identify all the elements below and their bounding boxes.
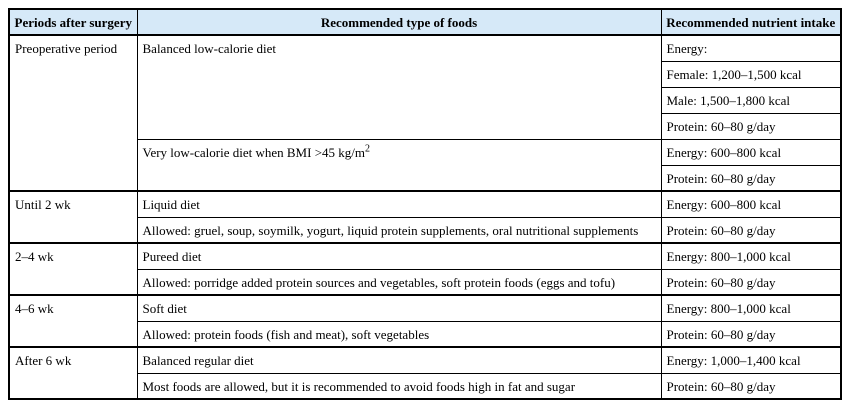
nutrient-cell: Male: 1,500–1,800 kcal (660, 86, 842, 114)
nutrient-cell: Energy: (660, 34, 842, 62)
nutrient-cell: Energy: 600–800 kcal (660, 138, 842, 166)
nutrient-cell: Energy: 1,000–1,400 kcal (660, 346, 842, 374)
table-row: After 6 wk Balanced regular diet Energy:… (8, 346, 842, 400)
period-cell: 2–4 wk (8, 242, 138, 296)
table-row: Protein: 60–80 g/day (9, 164, 842, 192)
nutrient-cell: Energy: 800–1,000 kcal (660, 242, 842, 270)
food-cell: Balanced regular diet (136, 346, 662, 374)
table-row: Until 2 wk Liquid diet Energy: 600–800 k… (8, 190, 842, 244)
food-cell: Liquid diet (136, 190, 662, 218)
table-row: Very low-calorie diet when BMI >45 kg/m2… (9, 138, 842, 192)
table-row: Allowed: porridge added protein sources … (9, 268, 842, 296)
header-cell-foods: Recommended type of foods (136, 8, 662, 36)
food-cell: Allowed: gruel, soup, soymilk, yogurt, l… (136, 216, 662, 244)
period-cell: Until 2 wk (8, 190, 138, 244)
nutrient-cell: Female: 1,200–1,500 kcal (660, 60, 842, 88)
table-body: Preoperative period Balanced low-calorie… (8, 34, 842, 400)
food-superscript: 2 (365, 143, 371, 155)
period-cell: Preoperative period (8, 34, 138, 192)
food-text: Very low-calorie diet when BMI >45 kg/m (142, 144, 366, 160)
table-row: Allowed: gruel, soup, soymilk, yogurt, l… (9, 216, 842, 244)
nutrient-cell: Protein: 60–80 g/day (660, 164, 842, 192)
table-row: Preoperative period Balanced low-calorie… (8, 34, 842, 192)
header-cell-nutrients: Recommended nutrient intake (660, 8, 842, 36)
food-cell: Pureed diet (136, 242, 662, 270)
food-cell: Very low-calorie diet when BMI >45 kg/m2 (136, 138, 662, 192)
nutrient-cell: Protein: 60–80 g/day (660, 216, 842, 244)
food-cell: Allowed: porridge added protein sources … (136, 268, 662, 296)
header-row: Periods after surgery Recommended type o… (8, 8, 842, 36)
header-cell-periods: Periods after surgery (8, 8, 138, 36)
table-row: Female: 1,200–1,500 kcal (9, 60, 842, 88)
table-row: Male: 1,500–1,800 kcal (9, 86, 842, 114)
table-row: Most foods are allowed, but it is recomm… (9, 372, 842, 400)
nutrient-cell: Energy: 800–1,000 kcal (660, 294, 842, 322)
nutrient-cell: Energy: 600–800 kcal (660, 190, 842, 218)
food-cell: Most foods are allowed, but it is recomm… (136, 372, 662, 400)
post-surgery-diet-table: Periods after surgery Recommended type o… (8, 8, 842, 400)
nutrient-cell: Protein: 60–80 g/day (660, 268, 842, 296)
food-cell: Soft diet (136, 294, 662, 322)
nutrient-cell: Protein: 60–80 g/day (660, 372, 842, 400)
food-cell: Allowed: protein foods (fish and meat), … (136, 320, 662, 348)
table-header: Periods after surgery Recommended type o… (8, 8, 842, 36)
table-row: 2–4 wk Pureed diet Energy: 800–1,000 kca… (8, 242, 842, 296)
period-cell: 4–6 wk (8, 294, 138, 348)
nutrient-cell: Protein: 60–80 g/day (660, 320, 842, 348)
table-row: 4–6 wk Soft diet Energy: 800–1,000 kcal (8, 294, 842, 348)
food-cell: Balanced low-calorie diet (136, 34, 662, 140)
period-cell: After 6 wk (8, 346, 138, 400)
nutrient-cell: Protein: 60–80 g/day (660, 112, 842, 140)
